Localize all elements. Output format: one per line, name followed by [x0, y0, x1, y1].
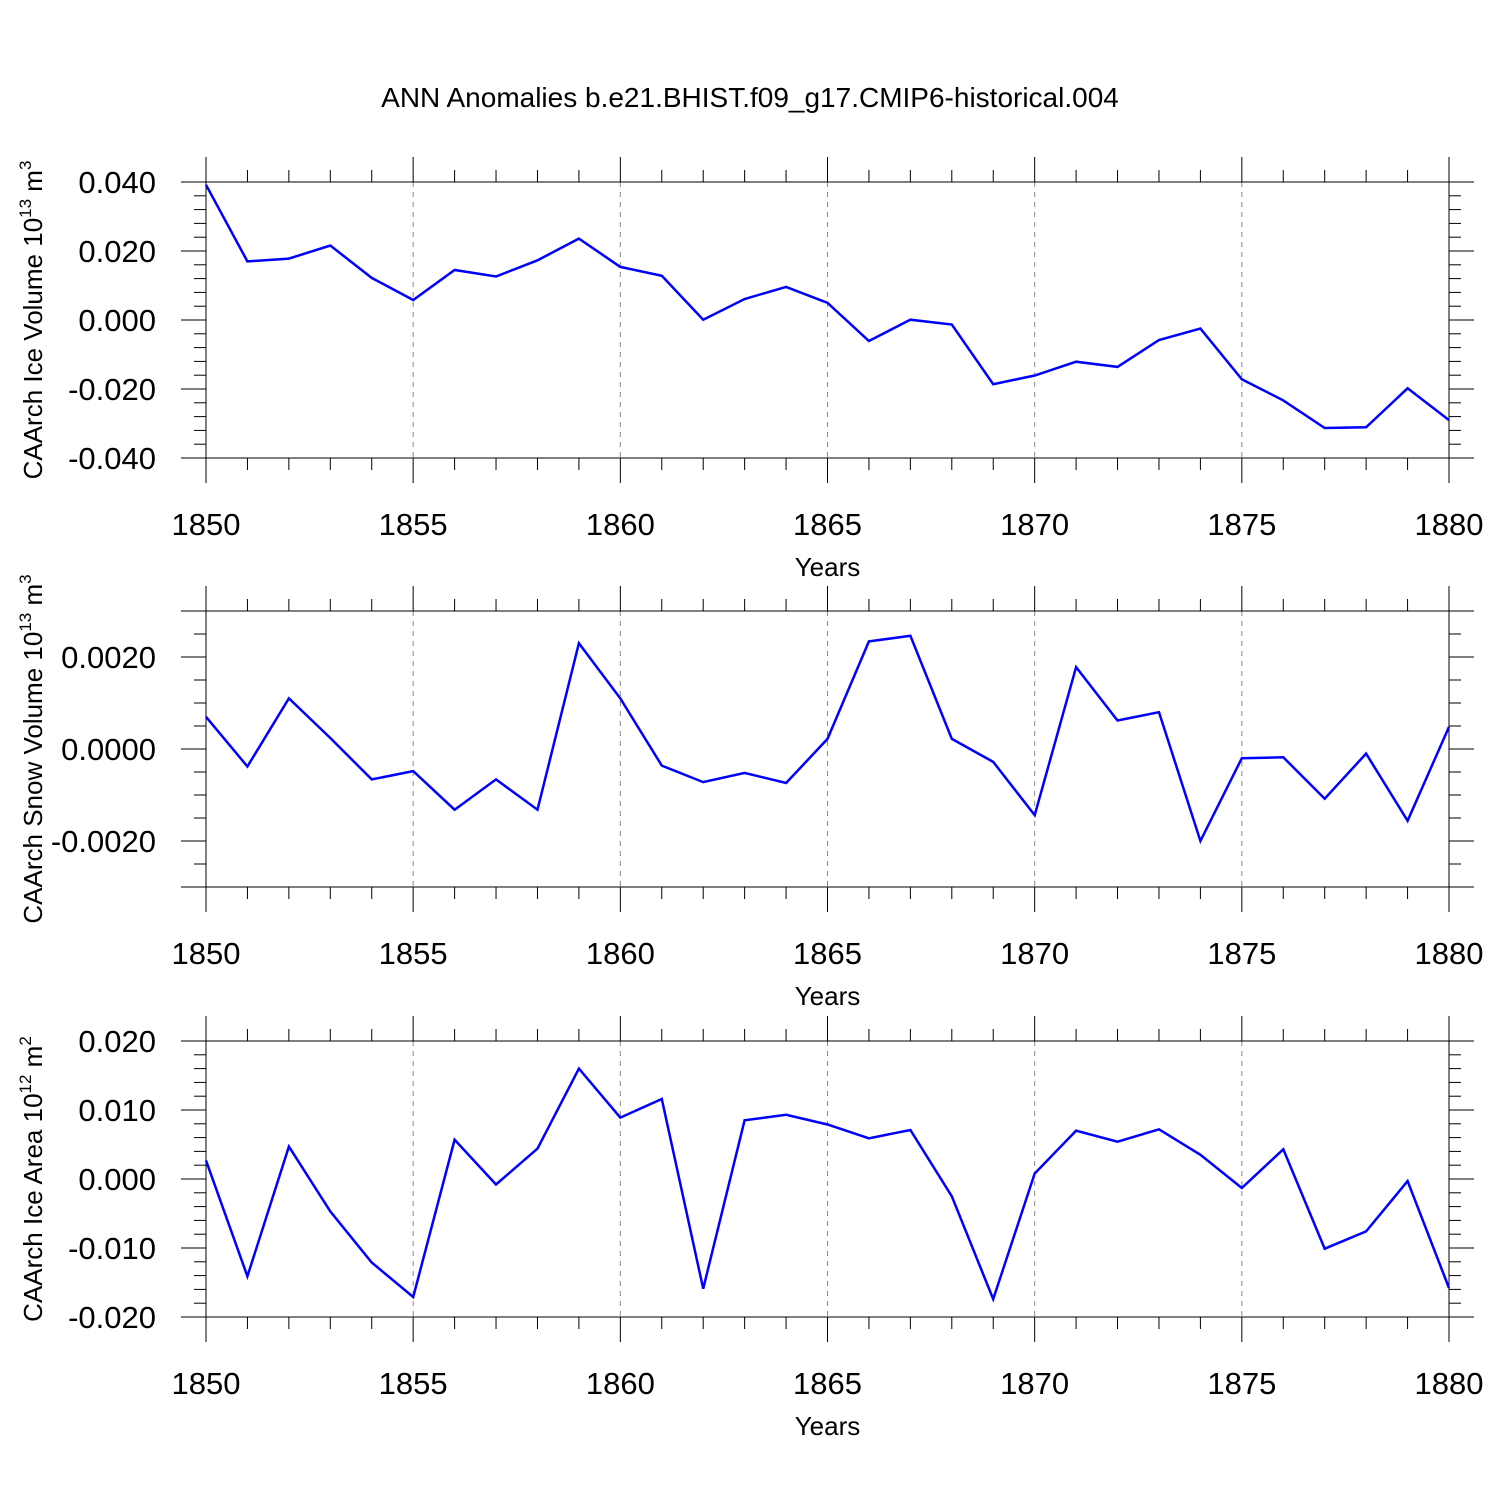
x-axis-label: Years: [795, 981, 861, 1011]
x-tick-label: 1860: [586, 936, 655, 971]
x-tick-label: 1855: [379, 936, 448, 971]
series-line: [204, 184, 1450, 430]
x-tick-label: 1850: [172, 507, 241, 542]
x-tick-label: 1870: [1000, 507, 1069, 542]
x-tick-label: 1865: [793, 507, 862, 542]
y-axis-label: CAArch Ice Area 1012 m2: [16, 1036, 48, 1322]
y-tick-label: -0.040: [68, 441, 156, 476]
x-tick-label: 1860: [586, 1366, 655, 1401]
y-tick-label: 0.0000: [61, 732, 156, 767]
y-tick-label: 0.040: [78, 165, 156, 200]
x-axis-label: Years: [795, 552, 861, 582]
series-line: [204, 1066, 1451, 1303]
chart-title: ANN Anomalies b.e21.BHIST.f09_g17.CMIP6-…: [381, 82, 1119, 113]
x-tick-label: 1865: [793, 1366, 862, 1401]
x-tick-label: 1850: [172, 936, 241, 971]
y-tick-label: 0.010: [78, 1093, 156, 1128]
x-tick-label: 1870: [1000, 936, 1069, 971]
x-tick-label: 1855: [379, 1366, 448, 1401]
y-tick-label: 0.0020: [61, 640, 156, 675]
x-tick-label: 1870: [1000, 1366, 1069, 1401]
panel-2: 1850 1855 1860 1865 1870 1875 1880 -0.0020 0.000…: [16, 574, 1483, 1011]
x-tick-label: 1860: [586, 507, 655, 542]
x-tick-label: 1875: [1207, 1366, 1276, 1401]
y-tick-label: -0.020: [68, 1300, 156, 1335]
y-tick-label: -0.0020: [51, 824, 156, 859]
x-tick-label: 1880: [1415, 507, 1484, 542]
y-tick-label: -0.010: [68, 1231, 156, 1266]
series-line: [205, 634, 1451, 845]
y-tick-label: 0.020: [78, 234, 156, 269]
x-tick-label: 1875: [1207, 507, 1276, 542]
y-axis-label: CAArch Ice Volume 1013 m3: [16, 161, 48, 480]
panel-1: 1850 1855 1860 1865 1870 1875 1880 -0.040 -0.020…: [16, 157, 1483, 582]
y-tick-label: 0.020: [78, 1024, 156, 1059]
x-tick-label: 1865: [793, 936, 862, 971]
x-tick-label: 1880: [1415, 1366, 1484, 1401]
panel-3: 1850 1855 1860 1865 1870 1875 1880 -0.020 -0.010…: [16, 1016, 1483, 1441]
y-tick-label: -0.020: [68, 372, 156, 407]
x-tick-label: 1855: [379, 507, 448, 542]
y-tick-label: 0.000: [78, 303, 156, 338]
x-tick-label: 1850: [172, 1366, 241, 1401]
y-tick-label: 0.000: [78, 1162, 156, 1197]
x-axis-label: Years: [795, 1411, 861, 1441]
y-axis-label: CAArch Snow Volume 1013 m3: [16, 574, 48, 923]
x-tick-label: 1880: [1415, 936, 1484, 971]
x-tick-label: 1875: [1207, 936, 1276, 971]
